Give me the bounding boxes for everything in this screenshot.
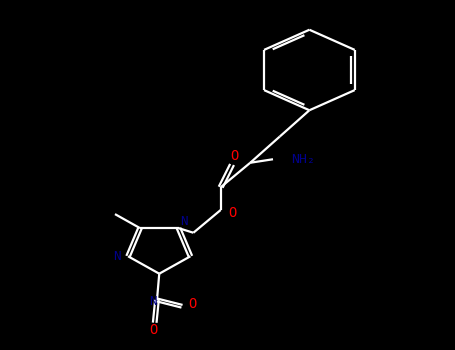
Text: O: O (228, 206, 236, 220)
Text: O: O (150, 323, 158, 337)
Text: N: N (150, 295, 157, 308)
Text: N: N (180, 215, 188, 228)
Text: O: O (230, 149, 238, 163)
Text: NH₂: NH₂ (291, 153, 315, 166)
Text: N: N (113, 250, 121, 263)
Text: O: O (188, 298, 196, 312)
